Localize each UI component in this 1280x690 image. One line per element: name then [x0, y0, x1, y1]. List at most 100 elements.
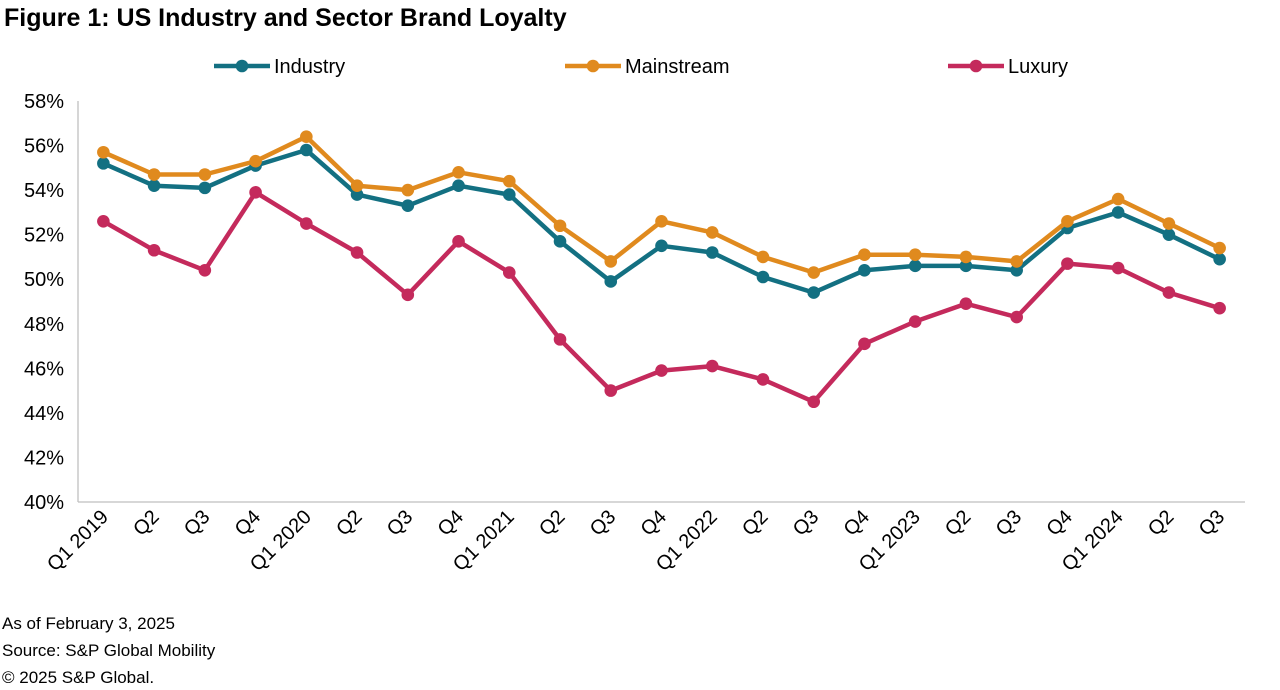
- data-point: [1111, 192, 1125, 206]
- y-tick-label: 46%: [24, 358, 64, 380]
- copyright-note: © 2025 S&P Global.: [2, 668, 155, 687]
- data-point: [1010, 255, 1023, 268]
- x-tick-label: Q3: [992, 506, 1026, 540]
- data-point: [97, 215, 110, 228]
- data-point: [452, 179, 465, 192]
- data-point: [756, 373, 770, 386]
- y-tick-label: 56%: [24, 136, 64, 158]
- y-tick-label: 48%: [24, 314, 64, 336]
- data-point: [1010, 264, 1023, 277]
- data-point: [553, 333, 567, 346]
- data-point: [452, 235, 465, 248]
- legend-swatch-marker: [235, 59, 249, 73]
- legend-swatch-marker: [969, 59, 983, 73]
- data-point: [1162, 228, 1176, 241]
- x-tick-label: Q4: [231, 506, 265, 540]
- y-tick-label: 52%: [24, 225, 64, 247]
- data-point: [147, 179, 161, 192]
- y-tick-label: 54%: [24, 180, 64, 202]
- series-luxury: [97, 186, 1226, 409]
- y-tick-label: 44%: [24, 403, 64, 425]
- data-point: [756, 250, 770, 264]
- x-tick-label: Q4: [434, 506, 468, 540]
- x-tick-label: Q4: [840, 506, 874, 540]
- data-point: [655, 215, 668, 228]
- x-tick-label: Q3: [180, 506, 214, 540]
- series-industry: [97, 143, 1226, 299]
- data-point: [350, 179, 364, 192]
- x-tick-label: Q2: [332, 506, 366, 540]
- data-point: [1010, 310, 1023, 324]
- data-point: [300, 143, 313, 157]
- y-tick-label: 50%: [24, 269, 64, 291]
- data-point: [705, 246, 719, 259]
- data-point: [350, 188, 364, 201]
- x-tick-label: Q3: [586, 506, 620, 540]
- x-tick-label: Q2: [129, 506, 163, 540]
- data-point: [908, 248, 922, 262]
- x-tick-label: Q2: [941, 506, 975, 540]
- data-point: [502, 266, 516, 279]
- data-point: [553, 235, 567, 248]
- legend-label: Luxury: [1008, 56, 1068, 78]
- x-tick-label: Q1 2019: [43, 506, 113, 576]
- data-point: [198, 168, 212, 181]
- data-point: [502, 174, 516, 188]
- data-point: [350, 246, 364, 259]
- data-point: [655, 239, 668, 253]
- data-point: [1162, 217, 1176, 230]
- chart-axes: [77, 101, 1245, 503]
- data-point: [401, 183, 415, 197]
- data-point: [604, 255, 618, 268]
- data-point: [1162, 286, 1176, 299]
- data-point: [959, 259, 973, 273]
- x-tick-label: Q3: [383, 506, 417, 540]
- x-tick-label: Q4: [637, 506, 671, 540]
- legend-item-mainstream: Mainstream: [565, 56, 729, 78]
- data-point: [908, 259, 922, 273]
- data-point: [401, 199, 415, 213]
- data-point: [1213, 241, 1226, 255]
- data-point: [655, 364, 668, 377]
- data-point: [807, 266, 821, 279]
- data-point: [401, 288, 415, 302]
- data-point: [147, 168, 161, 181]
- data-point: [1111, 206, 1125, 219]
- legend-item-industry: Industry: [214, 56, 345, 78]
- x-tick-label: Q3: [1195, 506, 1229, 540]
- x-tick-label: Q3: [789, 506, 823, 540]
- data-point: [858, 248, 871, 262]
- y-tick-label: 42%: [24, 447, 64, 469]
- data-point: [756, 270, 770, 284]
- source-note: Source: S&P Global Mobility: [2, 641, 216, 660]
- data-point: [807, 395, 821, 409]
- data-point: [452, 165, 465, 179]
- data-point: [249, 154, 262, 168]
- data-point: [908, 315, 922, 328]
- data-point: [1111, 261, 1125, 275]
- y-axis-tick-labels: 40% 42% 44% 46% 48% 50% 52% 54% 56% 58%: [24, 91, 64, 514]
- data-point: [604, 384, 618, 397]
- data-point: [249, 186, 262, 199]
- x-tick-label: Q2: [738, 506, 772, 540]
- data-point: [1061, 257, 1074, 270]
- chart-legend: Industry Mainstream Luxury: [214, 56, 1068, 78]
- data-point: [959, 297, 973, 311]
- x-tick-label: Q2: [535, 506, 569, 540]
- data-point: [705, 359, 719, 373]
- chart-title: Figure 1: US Industry and Sector Brand L…: [4, 4, 567, 32]
- data-point: [198, 264, 212, 277]
- legend-label: Mainstream: [625, 56, 729, 78]
- data-point: [604, 275, 618, 288]
- legend-swatch-marker: [586, 59, 600, 73]
- data-point: [959, 250, 973, 264]
- legend-label: Industry: [274, 56, 345, 78]
- data-point: [1213, 301, 1226, 315]
- data-point: [553, 219, 567, 233]
- data-point: [1213, 252, 1226, 266]
- data-point: [807, 286, 821, 299]
- data-point: [858, 337, 871, 351]
- data-point: [198, 181, 212, 195]
- as-of-date: As of February 3, 2025: [2, 614, 175, 633]
- data-point: [300, 217, 313, 230]
